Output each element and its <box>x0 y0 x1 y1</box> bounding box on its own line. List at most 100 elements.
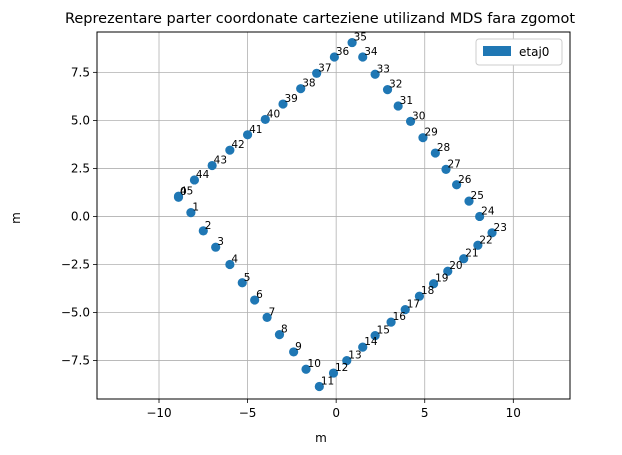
axis-ticks: −10 −5 0 5 10−7.5−5.0−2.50.02.55.07.5 <box>61 65 521 420</box>
data-point-30 <box>405 116 416 126</box>
point-label-17: 17 <box>407 299 420 311</box>
point-label-7: 7 <box>269 306 276 318</box>
point-label-43: 43 <box>214 155 227 167</box>
data-point-20 <box>443 266 453 276</box>
data-point-38 <box>296 84 306 94</box>
data-point-7 <box>262 312 272 322</box>
point-label-3: 3 <box>217 236 224 248</box>
x-tick-label: 5 <box>421 406 429 420</box>
point-label-21: 21 <box>465 248 478 260</box>
data-point-6 <box>250 295 260 305</box>
points-layer <box>173 37 497 392</box>
data-point-33 <box>370 69 380 79</box>
data-point-26 <box>452 180 462 190</box>
data-point-5 <box>237 278 247 288</box>
point-label-23: 23 <box>494 222 507 234</box>
data-point-43 <box>207 160 217 171</box>
data-point-14 <box>358 342 368 352</box>
point-label-30: 30 <box>412 110 425 122</box>
data-point-27 <box>441 164 451 174</box>
point-label-26: 26 <box>458 174 472 186</box>
data-point-36 <box>329 52 339 62</box>
x-axis-label: m <box>315 431 327 445</box>
point-label-42: 42 <box>231 139 244 151</box>
data-point-23 <box>487 228 497 238</box>
y-tick-label: −5.0 <box>61 306 90 320</box>
y-tick-label: 5.0 <box>71 113 90 127</box>
point-label-37: 37 <box>318 62 331 74</box>
data-point-15 <box>370 330 380 341</box>
point-label-22: 22 <box>479 234 492 246</box>
legend-box <box>475 38 563 66</box>
point-label-38: 38 <box>302 78 315 90</box>
x-tick-label: −5 <box>239 406 257 420</box>
point-label-9: 9 <box>295 341 302 353</box>
point-label-33: 33 <box>377 63 390 75</box>
data-point-11 <box>314 381 324 392</box>
point-label-0: 0 <box>180 186 187 198</box>
point-label-32: 32 <box>389 79 402 91</box>
point-label-25: 25 <box>471 190 484 202</box>
point-label-14: 14 <box>364 336 378 348</box>
point-label-44: 44 <box>196 169 210 181</box>
point-label-36: 36 <box>336 46 350 58</box>
data-point-21 <box>459 254 469 264</box>
point-label-18: 18 <box>421 285 434 297</box>
chart-title: Reprezentare parter coordonate cartezien… <box>65 11 575 27</box>
point-label-15: 15 <box>377 325 390 337</box>
data-point-32 <box>382 85 393 95</box>
point-label-39: 39 <box>285 93 298 105</box>
point-label-12: 12 <box>335 362 348 374</box>
y-tick-label: 0.0 <box>71 209 90 223</box>
data-point-41 <box>242 130 253 140</box>
point-label-10: 10 <box>308 358 321 370</box>
point-label-27: 27 <box>447 158 460 170</box>
data-point-10 <box>301 364 311 374</box>
data-point-42 <box>225 145 235 155</box>
point-label-24: 24 <box>481 205 495 217</box>
data-point-16 <box>386 317 396 327</box>
data-point-22 <box>473 240 483 250</box>
data-point-28 <box>430 148 440 158</box>
point-label-8: 8 <box>281 324 288 336</box>
data-point-39 <box>278 99 288 109</box>
grid <box>97 32 570 399</box>
point-label-16: 16 <box>393 311 407 323</box>
data-point-17 <box>400 305 410 315</box>
data-point-25 <box>464 196 474 206</box>
y-tick-label: 2.5 <box>71 161 90 175</box>
point-label-45: 45 <box>180 185 193 197</box>
point-labels-layer: 0123456789101112131415161718192021222324… <box>180 32 507 388</box>
data-point-44 <box>189 175 200 185</box>
point-label-20: 20 <box>449 260 462 272</box>
point-label-41: 41 <box>249 124 262 136</box>
y-tick-label: −7.5 <box>61 354 90 368</box>
point-label-13: 13 <box>348 350 361 362</box>
x-tick-label: 10 <box>506 406 521 420</box>
plot-frame <box>96 31 571 400</box>
x-tick-label: 0 <box>332 406 340 420</box>
data-point-24 <box>475 211 485 222</box>
y-axis-label: m <box>9 212 23 224</box>
point-label-4: 4 <box>231 253 238 265</box>
y-tick-label: −2.5 <box>61 257 90 271</box>
data-point-40 <box>260 114 270 125</box>
data-point-13 <box>342 355 352 366</box>
data-point-12 <box>328 368 339 378</box>
point-label-1: 1 <box>192 202 199 214</box>
point-label-11: 11 <box>321 376 334 388</box>
data-point-3 <box>211 242 221 252</box>
point-label-35: 35 <box>354 32 367 44</box>
data-point-1 <box>186 208 196 218</box>
y-tick-label: 7.5 <box>71 65 90 79</box>
data-point-37 <box>312 68 322 78</box>
data-point-29 <box>418 133 428 143</box>
data-point-34 <box>358 52 368 62</box>
point-label-19: 19 <box>435 273 448 285</box>
point-label-5: 5 <box>244 272 251 284</box>
point-label-2: 2 <box>205 220 212 232</box>
data-point-35 <box>347 37 357 48</box>
data-point-2 <box>198 226 208 236</box>
data-point-18 <box>414 291 425 301</box>
